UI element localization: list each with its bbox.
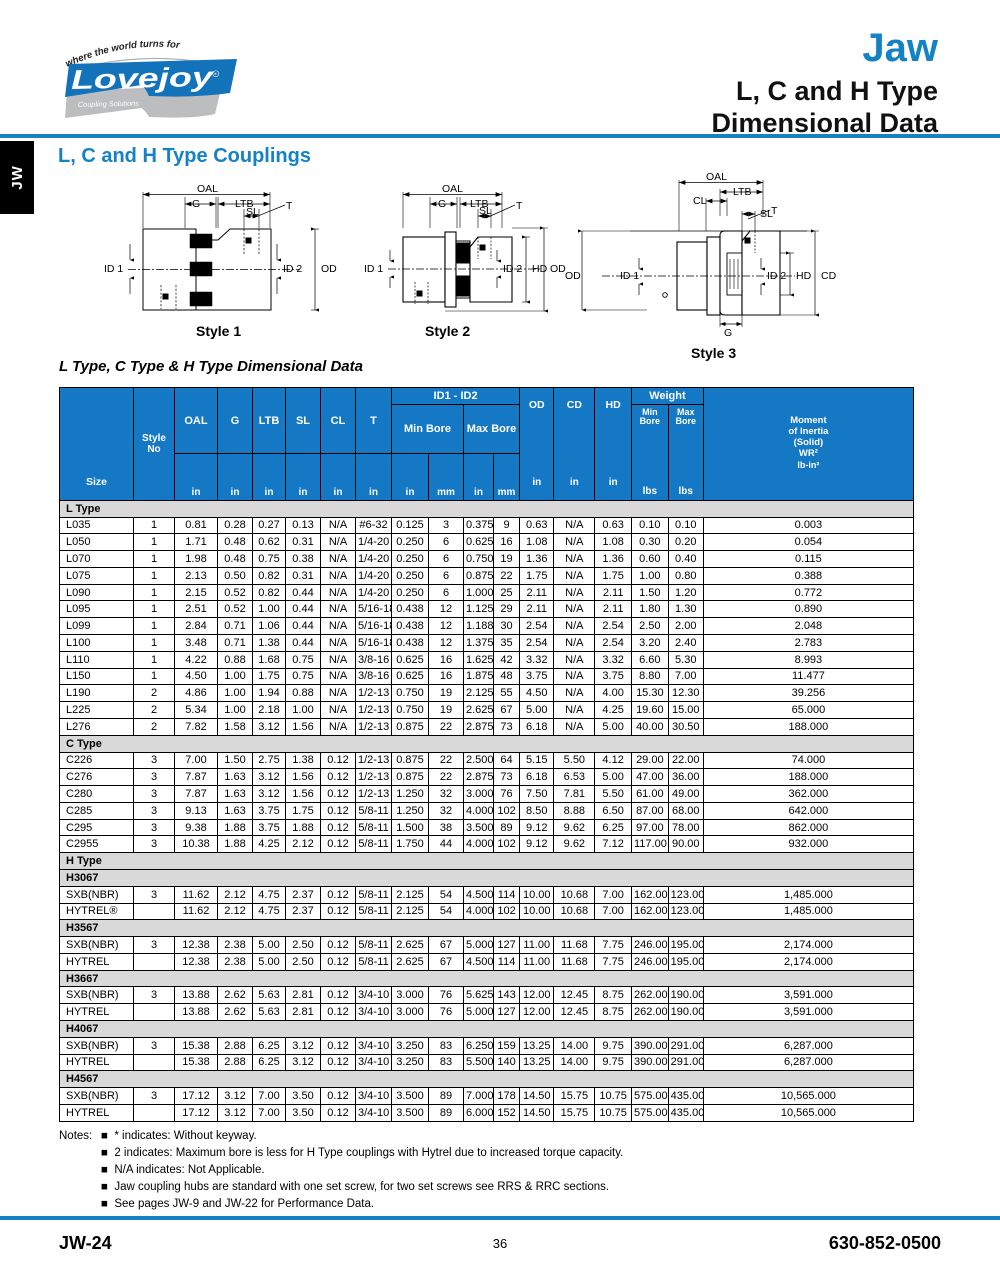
svg-text:LTB: LTB: [733, 186, 751, 198]
svg-text:Style 2: Style 2: [425, 323, 470, 339]
svg-text:ID 2: ID 2: [767, 270, 786, 282]
svg-text:®: ®: [214, 72, 217, 76]
svg-text:SL: SL: [479, 205, 492, 217]
svg-text:T: T: [286, 200, 293, 212]
svg-text:Lovejoy: Lovejoy: [71, 62, 216, 95]
svg-text:ID 1: ID 1: [620, 270, 639, 282]
svg-text:ID 1: ID 1: [364, 263, 383, 275]
svg-text:HD: HD: [796, 270, 812, 282]
svg-text:OD: OD: [321, 263, 337, 275]
svg-text:OD: OD: [550, 263, 566, 275]
svg-text:Style 3: Style 3: [691, 345, 736, 361]
svg-text:OAL: OAL: [197, 183, 218, 195]
svg-text:CD: CD: [821, 270, 837, 282]
svg-text:OD: OD: [565, 270, 581, 282]
svg-text:T: T: [516, 200, 523, 212]
svg-text:G: G: [438, 198, 446, 210]
svg-text:G: G: [192, 198, 200, 210]
svg-text:CL: CL: [693, 195, 707, 207]
svg-text:ID 2: ID 2: [503, 263, 522, 275]
svg-text:ID 2: ID 2: [283, 263, 302, 275]
svg-text:Style 1: Style 1: [196, 323, 241, 339]
svg-text:HD: HD: [532, 263, 548, 275]
svg-text:ID 1: ID 1: [104, 263, 123, 275]
svg-text:T: T: [771, 205, 778, 217]
svg-text:OAL: OAL: [706, 171, 727, 183]
svg-text:G: G: [724, 327, 732, 339]
svg-text:Coupling Solutions: Coupling Solutions: [78, 99, 139, 109]
svg-text:OAL: OAL: [442, 183, 463, 195]
